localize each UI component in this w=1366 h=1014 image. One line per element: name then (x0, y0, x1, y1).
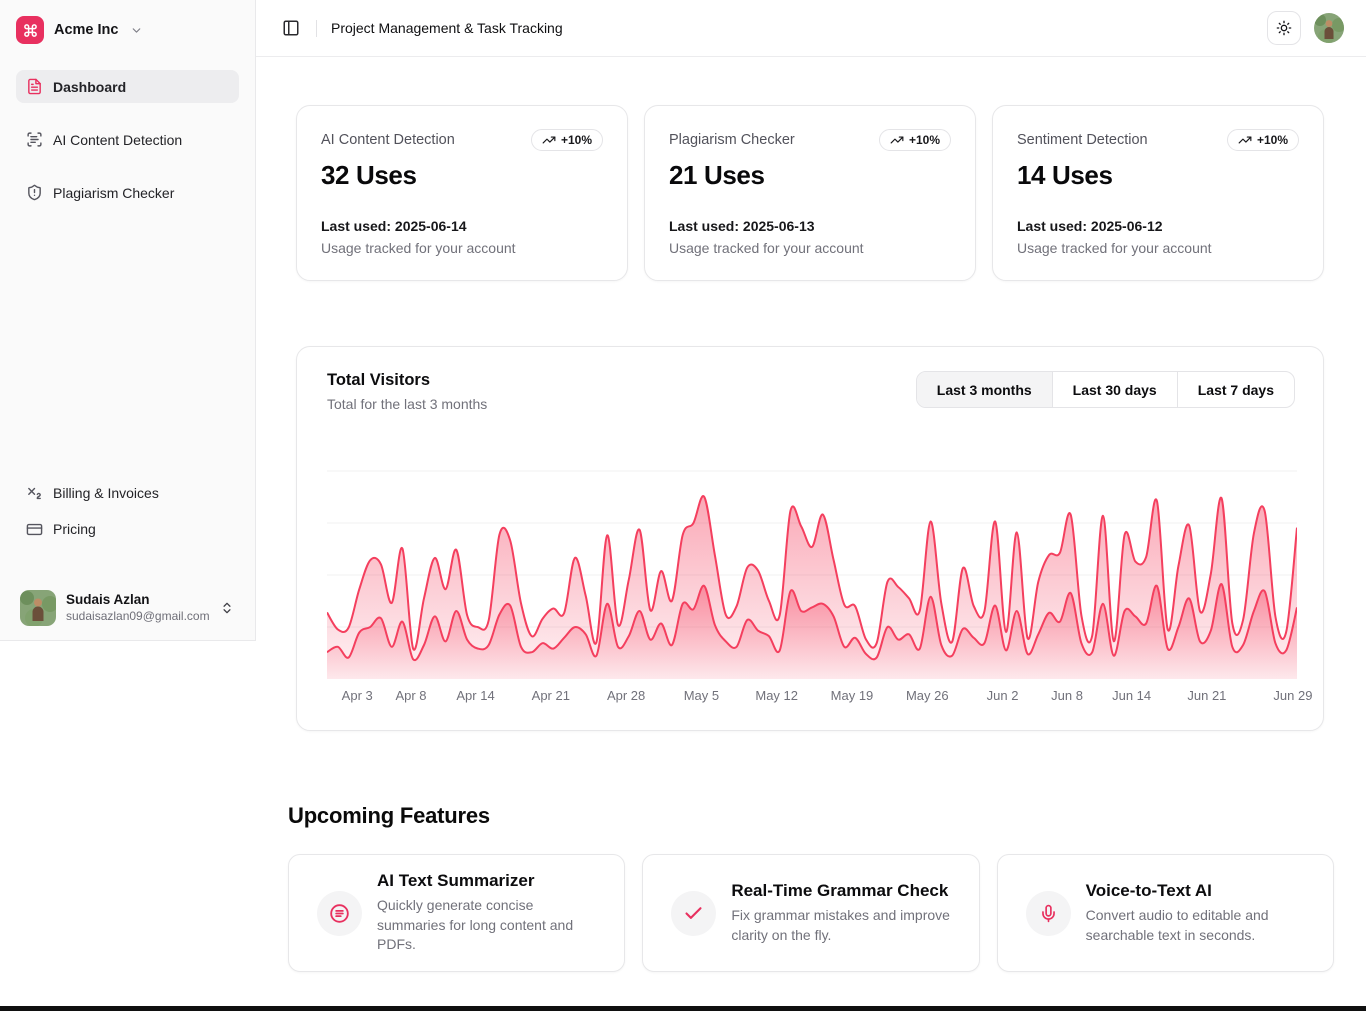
upcoming-heading: Upcoming Features (288, 803, 490, 828)
chevrons-up-down-icon (220, 601, 234, 615)
panel-left-icon (282, 19, 300, 37)
chart-x-axis: Apr 3 Apr 8 Apr 14 Apr 21 Apr 28 May 5 May 12 M… (327, 679, 1313, 709)
stat-note: Usage tracked for your account (321, 240, 516, 256)
feature-title: AI Text Summarizer (377, 870, 535, 890)
sidebar-footer-nav: Billing & Invoices Pricing Sudais Azlan … (16, 478, 239, 630)
visitors-area-chart (327, 441, 1297, 679)
feature-desc: Quickly generate concise summaries for l… (377, 896, 574, 953)
range-tabs: Last 3 months Last 30 days Last 7 days (915, 371, 1295, 408)
trend-badge: +10% (878, 129, 951, 151)
x-tick-label: May 26 (905, 688, 949, 703)
x-tick-label: Apr 3 (341, 688, 373, 703)
check-icon (671, 890, 717, 936)
x-tick-label: Apr 8 (395, 688, 427, 703)
sidebar-nav: Dashboard AI Content Detection Plagiaris… (16, 70, 239, 209)
sidebar-item-label: Billing & Invoices (53, 485, 159, 501)
shield-alert-icon (26, 184, 43, 201)
feature-card-voice-to-text: Voice-to-Text AI Convert audio to editab… (996, 854, 1334, 972)
x-tick-label: Jun 2 (986, 688, 1019, 703)
x-tick-label: Jun 29 (1273, 688, 1313, 703)
stat-note: Usage tracked for your account (1017, 240, 1212, 256)
user-name: Sudais Azlan (66, 591, 150, 607)
trending-up-icon (890, 133, 904, 147)
feature-desc: Convert audio to editable and searchable… (1085, 906, 1269, 943)
stat-value: 21 Uses (669, 160, 765, 190)
stat-card-sentiment-detection: Sentiment Detection +10% 14 Uses Last us… (992, 105, 1324, 281)
sidebar-item-billing-invoices[interactable]: Billing & Invoices (16, 478, 239, 508)
stat-label: Plagiarism Checker (669, 132, 795, 148)
org-name: Acme Inc (54, 22, 119, 38)
trending-up-icon (1238, 133, 1252, 147)
feature-card-grammar-check: Real-Time Grammar Check Fix grammar mist… (642, 854, 980, 972)
sidebar-toggle-button[interactable] (276, 13, 306, 43)
x-tick-label: May 19 (830, 688, 874, 703)
window-bottom-edge (0, 1006, 1366, 1011)
x-tick-label: Apr 28 (606, 688, 646, 703)
user-avatar (20, 590, 56, 626)
stat-card-ai-content-detection: AI Content Detection +10% 32 Uses Last u… (296, 105, 628, 281)
sidebar-item-ai-content-detection[interactable]: AI Content Detection (16, 123, 239, 156)
feature-card-ai-text-summarizer: AI Text Summarizer Quickly generate conc… (288, 854, 626, 972)
acme-logo-command-icon (16, 16, 44, 44)
chart-title: Total Visitors (327, 371, 430, 389)
scan-text-icon (26, 131, 43, 148)
tab-last-7-days[interactable]: Last 7 days (1176, 372, 1294, 407)
trending-up-icon (542, 133, 556, 147)
theme-toggle-button[interactable] (1267, 11, 1301, 45)
total-visitors-card: Total Visitors Total for the last 3 mont… (296, 346, 1324, 731)
sun-icon (1276, 20, 1292, 36)
file-text-icon (26, 78, 43, 95)
stat-card-plagiarism-checker: Plagiarism Checker +10% 21 Uses Last use… (644, 105, 976, 281)
x-tick-label: Jun 21 (1187, 688, 1227, 703)
stat-label: AI Content Detection (321, 132, 455, 148)
x-tick-label: May 5 (683, 688, 720, 703)
x-tick-label: Apr 14 (456, 688, 495, 703)
user-menu[interactable]: Sudais Azlan sudaisazlan09@gmail.com (16, 586, 239, 630)
sidebar-item-label: Dashboard (53, 78, 127, 95)
main-area: Project Management & Task Tracking AI Co… (256, 0, 1366, 1006)
feature-title: Voice-to-Text AI (1085, 880, 1212, 900)
stats-row: AI Content Detection +10% 32 Uses Last u… (296, 105, 1324, 281)
sidebar-item-label: AI Content Detection (53, 131, 183, 148)
tab-last-30-days[interactable]: Last 30 days (1051, 372, 1177, 407)
sidebar-item-plagiarism-checker[interactable]: Plagiarism Checker (16, 176, 239, 209)
feature-desc: Fix grammar mistakes and improve clarity… (731, 906, 950, 943)
topbar: Project Management & Task Tracking (256, 0, 1366, 57)
text-circle-icon (317, 890, 362, 936)
stat-last-used: Last used: 2025-06-13 (669, 218, 815, 234)
topbar-divider (316, 19, 317, 37)
sidebar-item-label: Pricing (53, 521, 96, 537)
user-email: sudaisazlan09@gmail.com (66, 608, 210, 623)
upcoming-features-section: Upcoming Features AI Text Summarizer Qui… (288, 803, 1334, 972)
stat-value: 14 Uses (1017, 160, 1113, 190)
stat-last-used: Last used: 2025-06-14 (321, 218, 467, 234)
sidebar-item-label: Plagiarism Checker (53, 184, 175, 201)
feature-title: Real-Time Grammar Check (731, 880, 949, 900)
trend-badge: +10% (530, 129, 603, 151)
stat-label: Sentiment Detection (1017, 132, 1148, 148)
page-title: Project Management & Task Tracking (331, 20, 563, 36)
x-tick-label: Jun 8 (1051, 688, 1083, 703)
x-tick-label: Apr 21 (531, 688, 570, 703)
mic-icon (1025, 890, 1071, 936)
org-switcher[interactable]: Acme Inc (16, 14, 239, 46)
credit-card-icon (26, 521, 43, 538)
chart-subtitle: Total for the last 3 months (327, 396, 488, 412)
tab-last-3-months[interactable]: Last 3 months (916, 372, 1052, 407)
stat-note: Usage tracked for your account (669, 240, 864, 256)
sidebar-item-pricing[interactable]: Pricing (16, 514, 239, 544)
sidebar-item-dashboard[interactable]: Dashboard (16, 70, 239, 103)
chevron-down-icon (130, 24, 143, 37)
profile-avatar[interactable] (1314, 13, 1344, 43)
sidebar: Acme Inc Dashboard AI Content Detection … (0, 0, 256, 641)
trend-badge: +10% (1226, 129, 1299, 151)
x-tick-label: Jun 14 (1112, 688, 1152, 703)
subscript-icon (26, 485, 43, 502)
x-tick-label: May 12 (755, 688, 799, 703)
stat-value: 32 Uses (321, 160, 417, 190)
stat-last-used: Last used: 2025-06-12 (1017, 218, 1163, 234)
